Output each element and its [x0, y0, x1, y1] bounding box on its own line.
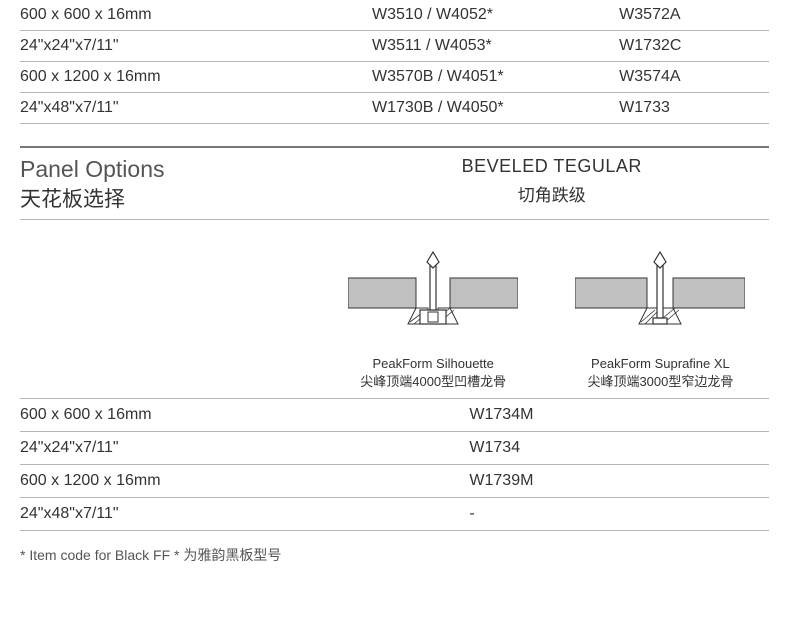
table-row: 600 x 1200 x 16mm W1739M: [20, 464, 769, 497]
cell-code: W1739M: [469, 472, 769, 490]
cell-code1: W1730B / W4050*: [372, 99, 619, 117]
cell-code2: W3572A: [619, 6, 769, 24]
beveled-tegular-en: BEVELED TEGULAR: [335, 156, 769, 177]
cell-code2: W3574A: [619, 68, 769, 86]
cell-code1: W3570B / W4051*: [372, 68, 619, 86]
table-row: 600 x 1200 x 16mm W3570B / W4051* W3574A: [20, 62, 769, 93]
panel-options-title-zh: 天花板选择: [20, 183, 335, 213]
beveled-tegular-zh: 切角跌级: [335, 181, 769, 206]
panel-options-heading-block: BEVELED TEGULAR 切角跌级: [335, 156, 769, 213]
cell-size: 24"x48"x7/11": [20, 99, 372, 117]
cell-size: 600 x 1200 x 16mm: [20, 68, 372, 86]
suprafine-cross-section-icon: [575, 238, 745, 348]
table-row: 600 x 600 x 16mm W1734M: [20, 398, 769, 431]
cell-size: 24"x24"x7/11": [20, 37, 372, 55]
table-row: 24"x48"x7/11" W1730B / W4050* W1733: [20, 93, 769, 124]
cell-size: 24"x24"x7/11": [20, 439, 469, 457]
diagram-silhouette: PeakForm Silhouette 尖峰顶端4000型凹槽龙骨: [325, 238, 542, 390]
diagram-label-en: PeakForm Suprafine XL: [552, 356, 769, 371]
cell-code: W1734M: [469, 406, 769, 424]
bottom-spec-table: 600 x 600 x 16mm W1734M 24"x24"x7/11" W1…: [20, 398, 769, 531]
cell-code: -: [469, 505, 769, 523]
cell-code1: W3510 / W4052*: [372, 6, 619, 24]
cell-code2: W1732C: [619, 37, 769, 55]
diagrams-row: PeakForm Silhouette 尖峰顶端4000型凹槽龙骨 PeakFo…: [20, 220, 769, 398]
diagram-label-zh: 尖峰顶端4000型凹槽龙骨: [325, 371, 542, 390]
cell-size: 600 x 600 x 16mm: [20, 406, 469, 424]
table-row: 24"x48"x7/11" -: [20, 497, 769, 531]
table-row: 600 x 600 x 16mm W3510 / W4052* W3572A: [20, 0, 769, 31]
cell-size: 600 x 1200 x 16mm: [20, 472, 469, 490]
cell-code1: W3511 / W4053*: [372, 37, 619, 55]
top-spec-table: 600 x 600 x 16mm W3510 / W4052* W3572A 2…: [20, 0, 769, 124]
table-row: 24"x24"x7/11" W3511 / W4053* W1732C: [20, 31, 769, 62]
cell-code: W1734: [469, 439, 769, 457]
panel-options-title-en: Panel Options: [20, 156, 335, 183]
footnote: * Item code for Black FF * 为雅韵黑板型号: [20, 531, 769, 579]
diagram-suprafine: PeakForm Suprafine XL 尖峰顶端3000型窄边龙骨: [552, 238, 769, 390]
cell-size: 24"x48"x7/11": [20, 505, 469, 523]
diagram-label-en: PeakForm Silhouette: [325, 356, 542, 371]
panel-options-title-block: Panel Options 天花板选择: [20, 156, 335, 213]
silhouette-cross-section-icon: [348, 238, 518, 348]
cell-size: 600 x 600 x 16mm: [20, 6, 372, 24]
cell-code2: W1733: [619, 99, 769, 117]
table-row: 24"x24"x7/11" W1734: [20, 431, 769, 464]
panel-options-header: Panel Options 天花板选择 BEVELED TEGULAR 切角跌级: [20, 148, 769, 217]
diagram-label-zh: 尖峰顶端3000型窄边龙骨: [552, 371, 769, 390]
